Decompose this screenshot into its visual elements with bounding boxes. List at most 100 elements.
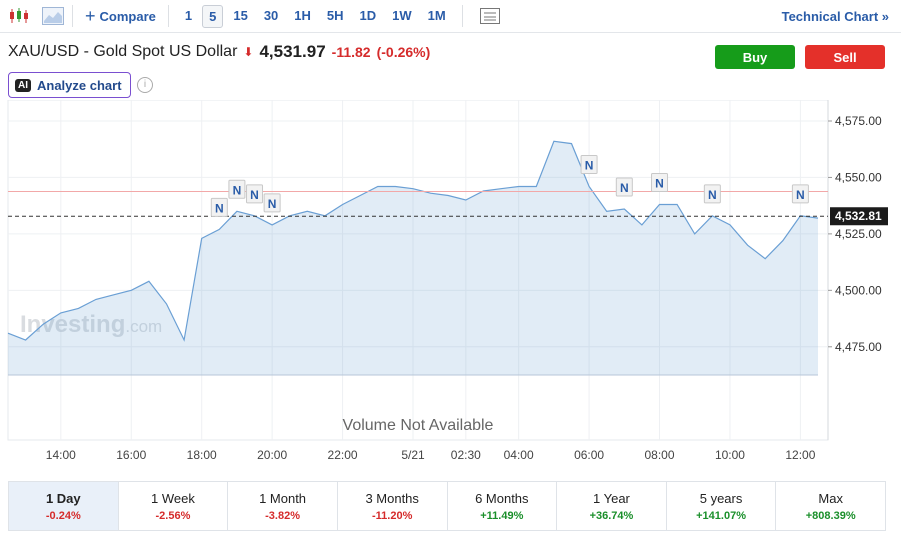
- news-marker-label: N: [796, 188, 805, 202]
- news-marker-label: N: [655, 177, 664, 191]
- toolbar: + Compare 1 5 15 30 1H 5H 1D 1W 1M Technical Char…: [0, 0, 901, 33]
- analyze-label: Analyze chart: [37, 77, 122, 93]
- sell-button[interactable]: Sell: [805, 45, 885, 69]
- x-tick-label: 14:00: [46, 448, 76, 462]
- period-tab[interactable]: 5 years +141.07%: [667, 482, 777, 530]
- period-change: +11.49%: [480, 509, 524, 522]
- period-tab[interactable]: 3 Months -11.20%: [338, 482, 448, 530]
- buy-button[interactable]: Buy: [715, 45, 795, 69]
- x-tick-label: 22:00: [328, 448, 358, 462]
- news-marker-label: N: [620, 181, 629, 195]
- watermark: Investing.com: [20, 311, 162, 338]
- y-tick-label: 4,575.00: [835, 114, 882, 128]
- period-label: 1 Day: [45, 490, 81, 506]
- price-line: [7, 140, 819, 342]
- x-tick-label: 08:00: [645, 448, 675, 462]
- y-tick-label: 4,525.00: [835, 227, 882, 241]
- period-tab[interactable]: 1 Week -2.56%: [119, 482, 229, 530]
- x-tick-label: 06:00: [574, 448, 604, 462]
- interval-button[interactable]: 1M: [427, 7, 446, 23]
- x-tick-label: 18:00: [187, 448, 217, 462]
- instrument-title: XAU/USD - Gold Spot US Dollar: [8, 43, 238, 60]
- volume-note: Volume Not Available: [343, 417, 494, 434]
- price: 4,531.97: [259, 42, 326, 61]
- change-percent: (-0.26%): [376, 44, 431, 60]
- instrument-header: XAU/USD - Gold Spot US Dollar ⬇ 4,531.97…: [8, 42, 430, 62]
- x-tick-label: 5/21: [401, 448, 425, 462]
- period-label: 1 Month: [259, 490, 307, 506]
- x-tick-label: 02:30: [451, 448, 481, 462]
- period-label: 1 Year: [593, 490, 630, 506]
- y-tick-label: 4,550.00: [835, 170, 882, 184]
- news-marker: [263, 193, 281, 213]
- period-tab[interactable]: 6 Months +11.49%: [448, 482, 558, 530]
- period-change: -11.20%: [372, 509, 413, 522]
- technical-chart-link[interactable]: Technical Chart »: [781, 8, 889, 24]
- news-marker-label: N: [250, 188, 259, 202]
- chart: 14:00 16:00 18:00 20:00 22:00 5/21 02:30 04:00 0…: [7, 100, 888, 462]
- y-tick-label: 4,500.00: [835, 283, 882, 297]
- interval-button[interactable]: 15: [233, 7, 248, 23]
- period-change: -0.24%: [45, 509, 81, 522]
- watermark-suffix: .com: [125, 317, 162, 336]
- period-change: -2.56%: [155, 509, 191, 522]
- news-marker: [651, 173, 669, 193]
- period-label: 3 Months: [365, 490, 419, 506]
- y-tick-label: 4,475.00: [835, 340, 882, 354]
- compare-button[interactable]: + Compare: [81, 6, 160, 27]
- watermark-text: Investing: [20, 311, 125, 338]
- period-change: +808.39%: [805, 509, 856, 522]
- period-table: 1 Day -0.24% 1 Week -2.56% 1 Month -3.82% 3 Mo…: [8, 481, 886, 531]
- area-icon[interactable]: [42, 7, 64, 25]
- separator: [167, 5, 169, 27]
- x-tick-label: 16:00: [116, 448, 146, 462]
- news-marker-label: N: [708, 188, 717, 202]
- period-tab[interactable]: Max +808.39%: [776, 482, 885, 530]
- period-label: 6 Months: [475, 490, 529, 506]
- interval-button[interactable]: 30: [263, 7, 279, 23]
- period-tab[interactable]: 1 Day -0.24%: [9, 482, 119, 530]
- period-change: +141.07%: [696, 509, 746, 522]
- plus-icon: +: [85, 5, 96, 26]
- interval-button[interactable]: 1H: [294, 7, 311, 23]
- separator: [72, 5, 73, 27]
- news-marker-label: N: [268, 197, 277, 211]
- candles-icon[interactable]: [8, 7, 30, 25]
- news-marker: [580, 154, 598, 174]
- period-change: +36.74%: [589, 509, 634, 522]
- down-arrow: ⬇: [243, 45, 254, 59]
- news-marker: [791, 184, 809, 204]
- news-marker-label: N: [215, 201, 224, 215]
- news-marker: [703, 184, 721, 204]
- period-change: -3.82%: [265, 509, 300, 522]
- info-icon[interactable]: i: [137, 77, 153, 93]
- period-label: Max: [818, 490, 843, 506]
- interval-button[interactable]: 1W: [392, 7, 412, 23]
- news-marker-label: N: [233, 183, 242, 197]
- compare-label: Compare: [99, 8, 156, 24]
- x-tick-label: 20:00: [257, 448, 287, 462]
- interval-button[interactable]: 5: [202, 4, 224, 28]
- period-tab[interactable]: 1 Month -3.82%: [228, 482, 338, 530]
- indicator-icon[interactable]: [479, 7, 501, 25]
- ai-badge: AI: [15, 78, 31, 92]
- separator: [461, 5, 463, 27]
- analyze-button[interactable]: AI Analyze chart: [8, 72, 131, 98]
- x-tick-label: 12:00: [785, 448, 815, 462]
- x-tick-label: 10:00: [715, 448, 745, 462]
- news-marker: [246, 184, 264, 204]
- x-tick-label: 04:00: [504, 448, 534, 462]
- news-marker: [228, 179, 246, 199]
- change: -11.82: [331, 44, 371, 60]
- price-area: [8, 141, 818, 375]
- period-tab[interactable]: 1 Year +36.74%: [557, 482, 667, 530]
- interval-button[interactable]: 1D: [359, 7, 377, 23]
- interval-button[interactable]: 1: [184, 7, 193, 23]
- news-marker: [615, 177, 633, 197]
- current-price-label: 4,532.81: [835, 209, 882, 223]
- current-price-badge: [830, 207, 888, 226]
- period-label: 5 years: [699, 490, 743, 506]
- period-label: 1 Week: [151, 490, 195, 506]
- interval-button[interactable]: 5H: [326, 7, 344, 23]
